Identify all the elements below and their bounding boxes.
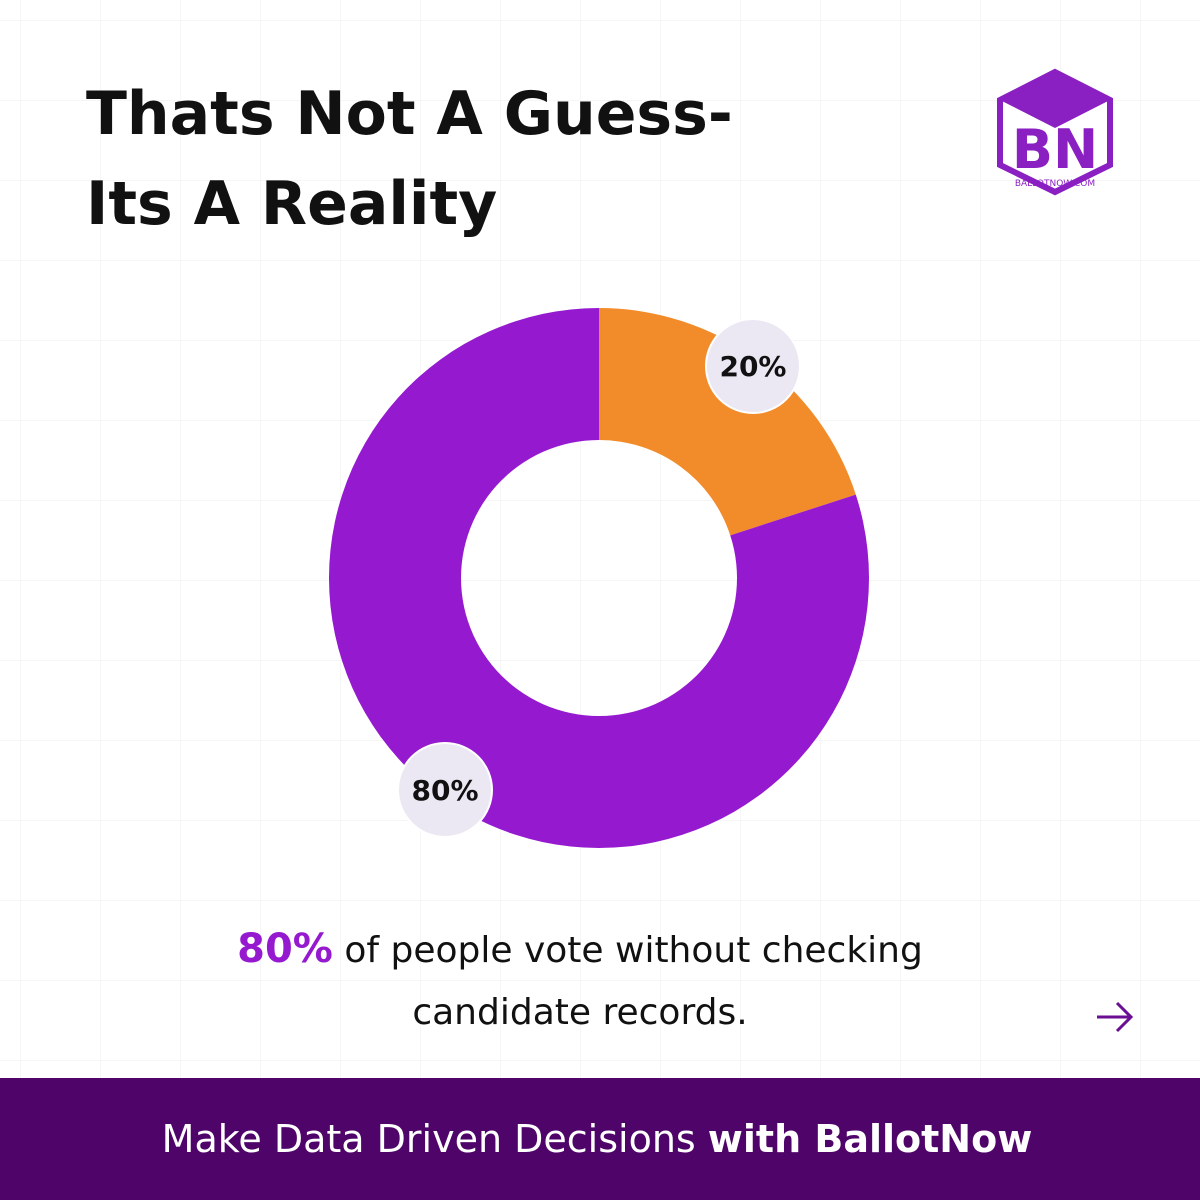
logo-letters: BN [1012, 118, 1098, 181]
donut-segment [599, 308, 856, 536]
title-line: Its A Reality [86, 169, 497, 239]
caption-line: 80% of people vote without checking [237, 926, 923, 972]
logo-text: BALLOTNOW.COM [1015, 179, 1095, 189]
next-arrow[interactable] [1097, 1001, 1134, 1033]
footer-line: Make Data Driven Decisions with BallotNo… [162, 1117, 1033, 1161]
caption-highlight: 80% [237, 926, 333, 972]
footer-band [0, 1078, 1200, 1200]
value-label: 20% [719, 350, 786, 383]
caption: 80% of people vote without checking cand… [237, 926, 923, 1033]
footer-bold: with BallotNow [708, 1117, 1033, 1161]
caption-text: of people vote without checking [344, 930, 923, 971]
logo-top [1000, 72, 1110, 128]
title-line: Thats Not A Guess- [86, 79, 733, 149]
logo: BN BALLOTNOW.COM [997, 68, 1113, 196]
value-label: 80% [411, 774, 478, 807]
label-bubble [397, 741, 494, 838]
donut-chart: 20% 80% [329, 308, 869, 848]
donut-segment [329, 308, 869, 848]
footer-text: Make Data Driven Decisions [162, 1117, 696, 1161]
caption-line: candidate records. [412, 992, 747, 1033]
label-bubble [704, 318, 801, 415]
